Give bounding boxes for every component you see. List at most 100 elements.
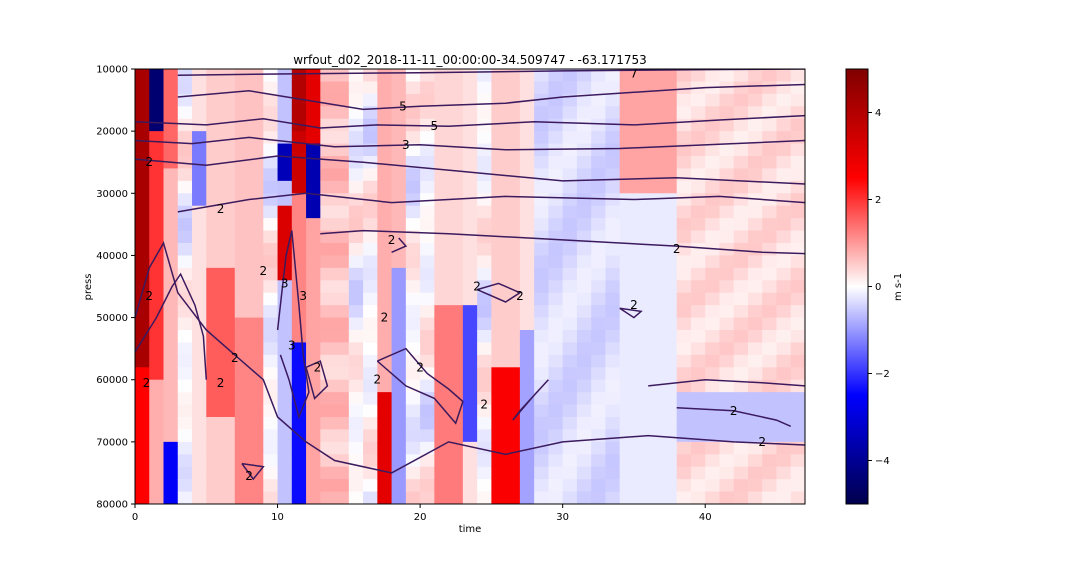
heatmap-cell <box>719 392 735 406</box>
heatmap-cell <box>705 330 721 344</box>
heatmap-cell <box>790 330 805 344</box>
heatmap-cell <box>206 118 222 132</box>
heatmap-cell <box>605 342 621 356</box>
heatmap-cell <box>462 205 478 219</box>
heatmap-cell <box>405 168 421 182</box>
heatmap-cell <box>220 367 236 381</box>
heatmap-cell <box>662 230 678 244</box>
heatmap-cell <box>705 280 721 294</box>
heatmap-cell <box>747 454 763 468</box>
heatmap-cell <box>291 218 307 232</box>
heatmap-cell <box>790 342 805 356</box>
heatmap-cell <box>448 479 464 493</box>
heatmap-cell <box>534 156 550 170</box>
heatmap-cell <box>177 255 193 269</box>
heatmap-cell <box>149 69 165 83</box>
heatmap-cell <box>206 218 222 232</box>
heatmap-cell <box>548 417 564 431</box>
heatmap-cell <box>477 342 492 356</box>
heatmap-cell <box>234 93 250 107</box>
heatmap-cell <box>177 280 193 294</box>
heatmap-cell <box>762 342 778 356</box>
heatmap-cell <box>762 441 778 455</box>
heatmap-cell <box>519 218 535 232</box>
heatmap-cell <box>462 354 478 368</box>
heatmap-cell <box>719 69 735 83</box>
contour-line <box>676 406 792 427</box>
heatmap-cell <box>676 491 692 504</box>
heatmap-cell <box>291 180 307 194</box>
heatmap-cell <box>747 429 763 443</box>
heatmap-cell <box>733 354 749 368</box>
heatmap-cell <box>334 417 350 431</box>
heatmap-cell <box>306 180 321 194</box>
heatmap-cell <box>149 354 165 368</box>
heatmap-cell <box>377 106 393 120</box>
heatmap-cell <box>519 168 535 182</box>
heatmap-cell <box>733 156 749 170</box>
heatmap-cell <box>448 404 464 418</box>
heatmap-cell <box>762 118 778 132</box>
contour-line <box>305 360 329 400</box>
heatmap-cell <box>676 255 692 269</box>
contour-label: 3 <box>288 339 296 353</box>
heatmap-cell <box>477 354 492 368</box>
heatmap-cell <box>363 81 378 95</box>
heatmap-cell <box>291 367 307 381</box>
heatmap-cell <box>363 168 378 182</box>
heatmap-cell <box>591 392 607 406</box>
heatmap-cell <box>633 342 649 356</box>
heatmap-cell <box>448 454 464 468</box>
heatmap-cell <box>605 180 621 194</box>
heatmap-cell <box>334 156 350 170</box>
contour-label: 2 <box>388 233 396 247</box>
heatmap-cell <box>334 131 350 145</box>
heatmap-cell <box>662 441 678 455</box>
heatmap-cell <box>420 392 435 406</box>
heatmap-cell <box>434 466 450 480</box>
heatmap-cell <box>192 491 207 504</box>
contour-line <box>320 229 805 255</box>
heatmap-cell <box>434 93 450 107</box>
heatmap-cell <box>391 81 407 95</box>
heatmap-cell <box>206 404 222 418</box>
heatmap-cell <box>676 479 692 493</box>
heatmap-cell <box>534 466 550 480</box>
heatmap-cell <box>334 292 350 306</box>
heatmap-cell <box>477 454 492 468</box>
heatmap-cell <box>263 305 279 319</box>
heatmap-cell <box>548 255 564 269</box>
heatmap-cell <box>562 168 578 182</box>
heatmap-cell <box>576 392 592 406</box>
heatmap-cell <box>619 106 635 120</box>
heatmap-cell <box>762 280 778 294</box>
heatmap-cell <box>477 292 492 306</box>
heatmap-cell <box>534 218 550 232</box>
heatmap-cell <box>705 479 721 493</box>
heatmap-cell <box>334 218 350 232</box>
heatmap-cell <box>790 106 805 120</box>
heatmap-cell <box>192 354 207 368</box>
heatmap-cell <box>163 118 179 132</box>
heatmap-cell <box>448 218 464 232</box>
heatmap-cell <box>776 193 792 207</box>
heatmap-cell <box>619 367 635 381</box>
heatmap-cell <box>462 392 478 406</box>
contour-label: 2 <box>673 242 681 256</box>
heatmap-cell <box>363 180 378 194</box>
heatmap-cell <box>177 354 193 368</box>
heatmap-cell <box>719 230 735 244</box>
heatmap-cell <box>591 491 607 504</box>
heatmap-cell <box>163 193 179 207</box>
x-tick-label: 10 <box>271 512 284 523</box>
heatmap-cell <box>306 417 321 431</box>
heatmap-cell <box>719 93 735 107</box>
heatmap-cell <box>206 180 222 194</box>
heatmap-cell <box>491 267 507 281</box>
heatmap-cell <box>149 156 165 170</box>
heatmap-cell <box>676 143 692 157</box>
heatmap-cell <box>348 491 364 504</box>
heatmap-cell <box>377 255 393 269</box>
heatmap-cell <box>662 479 678 493</box>
heatmap-cell <box>192 404 207 418</box>
